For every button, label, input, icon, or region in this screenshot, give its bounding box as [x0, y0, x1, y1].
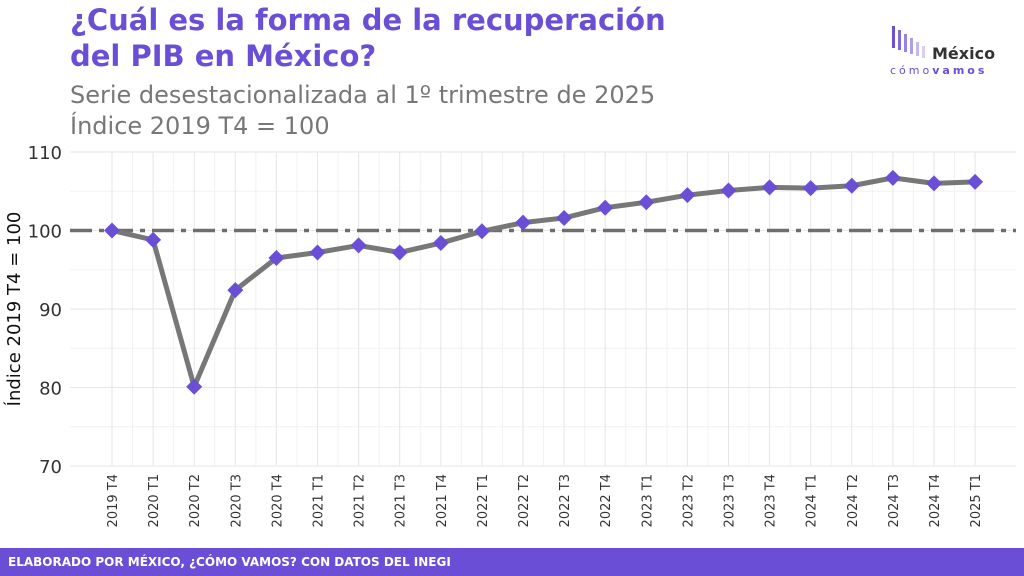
title-line-1: ¿Cuál es la forma de la recuperación	[70, 3, 666, 37]
x-tick-label: 2022 T2	[517, 474, 532, 527]
data-point-marker	[145, 231, 162, 248]
y-tick-label: 90	[39, 300, 62, 321]
data-point-marker	[720, 182, 737, 199]
x-tick-label: 2021 T4	[435, 474, 450, 527]
y-tick-label: 100	[28, 222, 62, 243]
x-tick-label: 2023 T1	[640, 474, 655, 527]
chart-subtitle: Serie desestacionalizada al 1º trimestre…	[70, 80, 655, 142]
gdp-line-chart: 70 80 90 100 110 Índice 2019 T4 = 100 2019 T4 2…	[3, 143, 1016, 527]
x-tick-label: 2023 T4	[764, 474, 779, 527]
logo-name: México	[932, 44, 996, 63]
mexico-como-vamos-logo: México cómovamos	[890, 24, 1010, 84]
footer-bar: ELABORADO POR MÉXICO, ¿CÓMO VAMOS? CON D…	[0, 548, 1024, 576]
x-tick-label: 2020 T2	[188, 474, 203, 527]
logo-bars-icon	[892, 26, 925, 58]
data-point-marker	[761, 179, 778, 196]
data-point-marker	[679, 187, 696, 204]
x-tick-label: 2023 T3	[723, 474, 738, 527]
x-tick-label: 2020 T1	[147, 474, 162, 527]
data-point-marker	[432, 235, 449, 252]
x-tick-label: 2025 T1	[969, 474, 984, 527]
data-point-marker	[967, 173, 984, 190]
x-tick-label: 2023 T2	[681, 474, 696, 527]
x-tick-label: 2024 T3	[887, 474, 902, 527]
x-tick-label: 2021 T3	[394, 474, 409, 527]
data-point-marker	[556, 209, 573, 226]
data-point-marker	[926, 175, 942, 192]
data-point-marker	[104, 222, 120, 239]
logo-tagline: cómovamos	[890, 64, 987, 77]
y-tick-label: 70	[39, 457, 62, 478]
data-point-marker	[350, 237, 367, 254]
x-tick-label: 2024 T4	[928, 474, 943, 527]
data-point-marker	[597, 199, 614, 216]
chart-title: ¿Cuál es la forma de la recuperación del…	[70, 2, 666, 74]
data-point-marker	[473, 223, 490, 240]
title-line-2: del PIB en México?	[70, 39, 377, 73]
logo-tag-light: cómo	[890, 64, 933, 77]
y-tick-label: 110	[28, 143, 62, 164]
data-point-marker	[515, 214, 531, 231]
data-point-marker	[802, 180, 819, 197]
logo-tag-bold: vamos	[932, 64, 988, 77]
subtitle-line-1: Serie desestacionalizada al 1º trimestre…	[70, 81, 656, 109]
data-point-marker	[638, 194, 655, 211]
data-point-marker	[391, 244, 408, 261]
x-tick-label: 2022 T1	[476, 474, 491, 527]
x-tick-label: 2020 T4	[270, 474, 285, 527]
data-point-marker	[227, 282, 244, 299]
subtitle-line-2: Índice 2019 T4 = 100	[70, 112, 330, 140]
data-point-marker	[843, 177, 860, 194]
x-tick-label: 2021 T2	[353, 474, 368, 527]
x-tick-label: 2021 T1	[312, 474, 327, 527]
y-tick-label: 80	[39, 379, 62, 400]
x-tick-label: 2020 T3	[229, 474, 244, 527]
y-axis-label: Índice 2019 T4 = 100	[3, 212, 25, 407]
footer-credit: ELABORADO POR MÉXICO, ¿CÓMO VAMOS? CON D…	[8, 555, 451, 569]
x-tick-label: 2019 T4	[106, 474, 121, 527]
x-tick-label: 2024 T1	[805, 474, 820, 527]
x-tick-label: 2024 T2	[846, 474, 861, 527]
x-tick-label: 2022 T3	[558, 474, 573, 527]
data-point-marker	[309, 244, 326, 261]
data-point-marker	[268, 249, 285, 266]
data-point-marker	[186, 378, 203, 395]
series-line	[109, 175, 978, 390]
x-tick-label: 2022 T4	[599, 474, 614, 527]
data-point-marker	[884, 169, 901, 186]
